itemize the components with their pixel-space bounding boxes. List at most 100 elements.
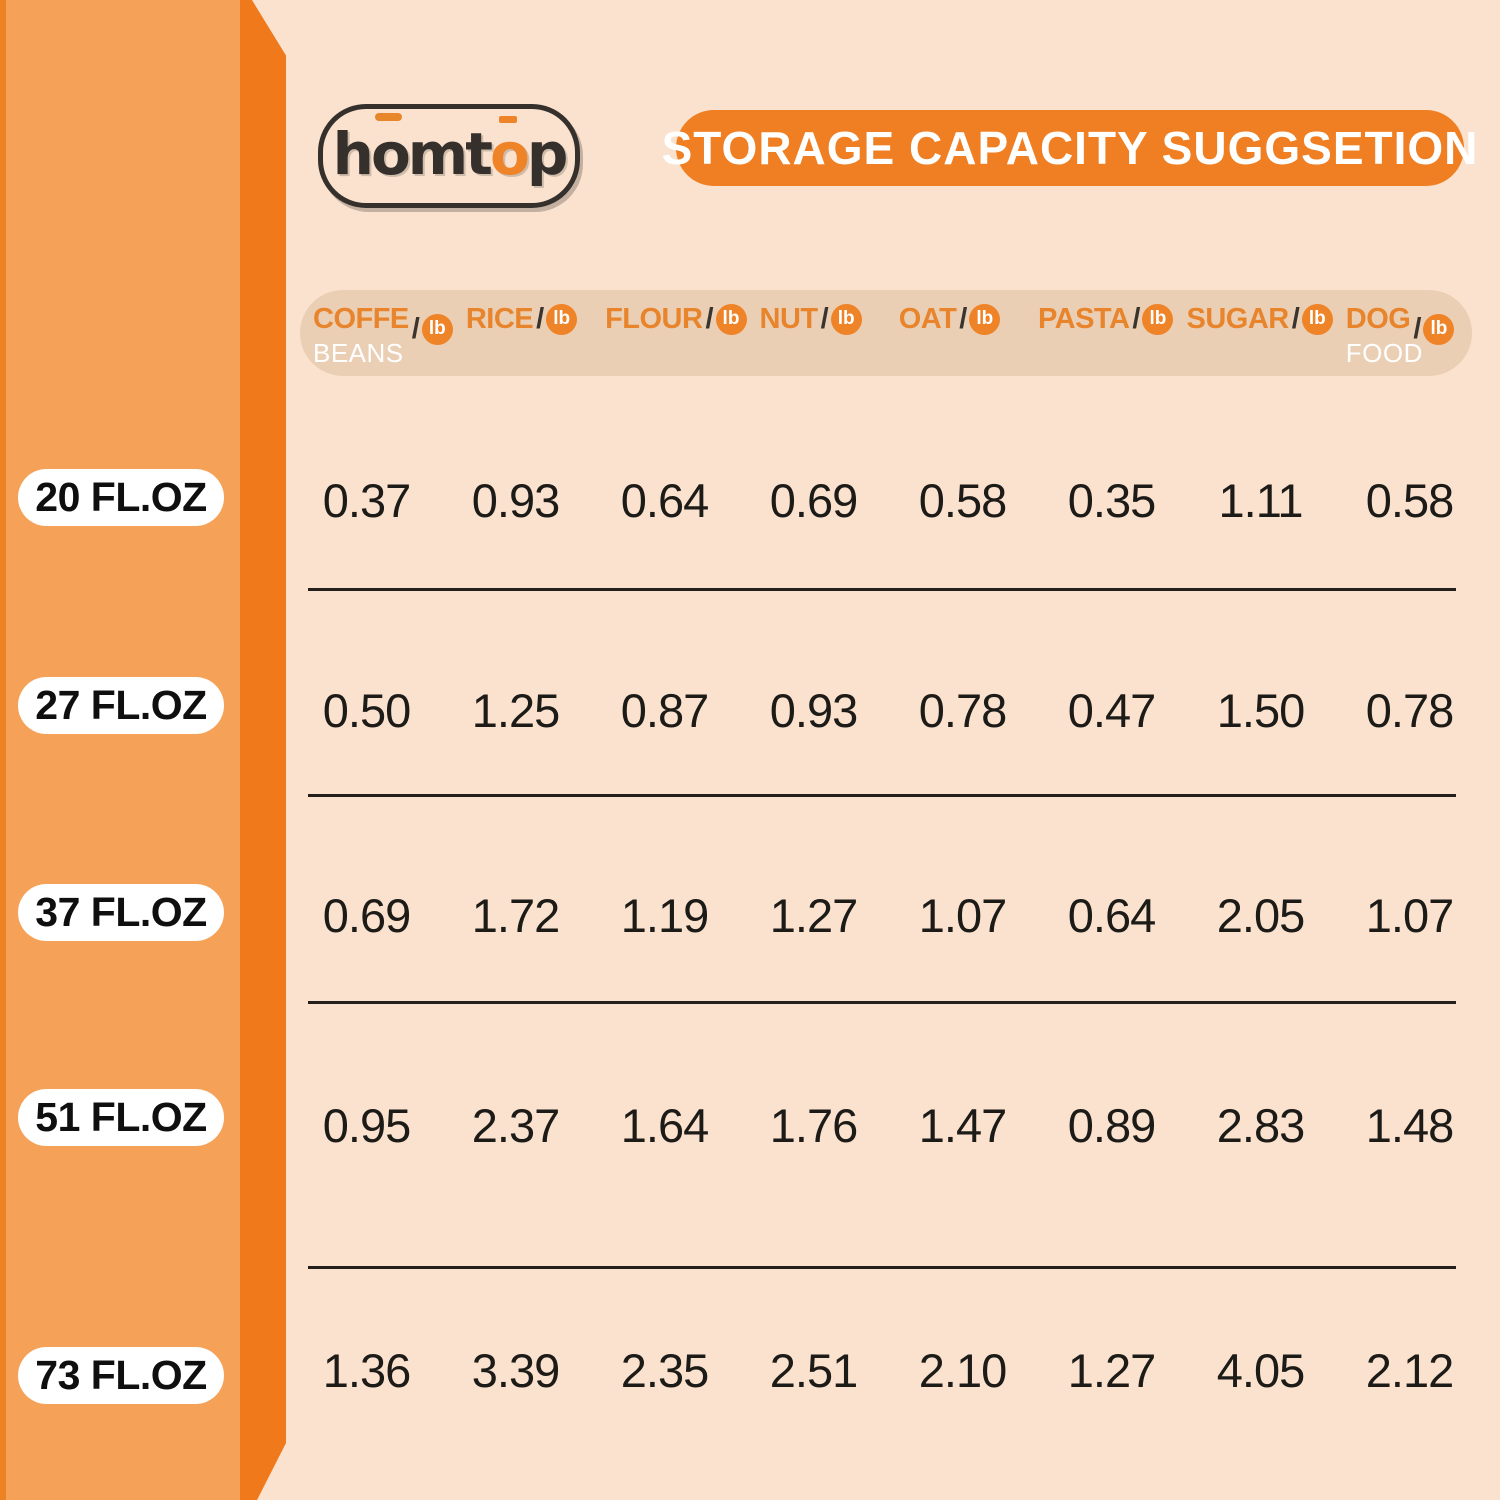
slash-separator: /: [705, 302, 714, 335]
table-row: 1.36 3.39 2.35 2.51 2.10 1.27 4.05 2.12: [292, 1340, 1484, 1400]
value-cell: 0.69: [322, 888, 411, 942]
unit-group: / lb: [818, 303, 862, 336]
column-title: OAT / lb: [899, 303, 1025, 335]
value-cell: 2.37: [471, 1098, 560, 1152]
value-cell: 2.05: [1216, 888, 1305, 942]
column-title: FLOUR / lb: [605, 302, 747, 336]
column-title: NUT / lb: [760, 303, 886, 335]
value-cell: 1.36: [322, 1343, 411, 1397]
value-cell: 1.50: [1216, 683, 1305, 737]
value-cell: 0.35: [1067, 473, 1156, 527]
logo-letters: mt: [407, 120, 493, 188]
column-label: NUT: [759, 302, 819, 335]
slash-separator: /: [820, 302, 829, 335]
logo-letter: h: [332, 120, 374, 188]
value-cell: 0.89: [1067, 1098, 1156, 1152]
unit-group: / lb: [702, 302, 747, 336]
column-sublabel: BEANS: [313, 338, 404, 368]
value-cell: 1.64: [620, 1098, 709, 1152]
slash-separator: /: [959, 302, 968, 335]
value-cell: 1.07: [1365, 888, 1454, 942]
value-cell: 4.05: [1216, 1343, 1305, 1397]
column-label: OAT: [898, 302, 957, 335]
lb-badge-icon: lb: [1301, 303, 1333, 335]
value-cell: 1.25: [471, 683, 560, 737]
column-label: RICE: [465, 302, 534, 335]
value-cell: 1.47: [918, 1098, 1007, 1152]
value-cell: 0.50: [322, 683, 411, 737]
column-header-oat: OAT / lb: [886, 290, 1025, 376]
table-row: 0.50 1.25 0.87 0.93 0.78 0.47 1.50 0.78: [292, 680, 1484, 740]
row-separator-line: [308, 1266, 1456, 1269]
brand-logo-text: h o mt o p: [332, 113, 568, 188]
logo-letter: p: [526, 120, 568, 188]
value-cell: 1.27: [1067, 1343, 1156, 1397]
title-banner: STORAGE CAPACITY SUGGSETION: [662, 110, 1477, 186]
table-row: 0.95 2.37 1.64 1.76 1.47 0.89 2.83 1.48: [292, 1095, 1484, 1155]
value-cell: 2.10: [918, 1343, 1007, 1397]
column-header-flour: FLOUR / lb: [592, 290, 747, 376]
column-header-nut: NUT / lb: [747, 290, 886, 376]
slash-separator: /: [1413, 312, 1422, 345]
row-label-27-floz: 27 FL.OZ: [18, 677, 224, 734]
column-title: SUGAR / lb: [1186, 302, 1333, 336]
value-cell: 0.64: [620, 473, 709, 527]
lb-badge-icon: lb: [969, 303, 1001, 335]
unit-group: / lb: [1129, 302, 1174, 336]
value-cell: 0.37: [322, 473, 411, 527]
page-fold-strip: [240, 0, 286, 1500]
slash-separator: /: [411, 312, 420, 345]
column-header-sugar: SUGAR / lb: [1173, 290, 1333, 376]
value-cell: 0.69: [769, 473, 858, 527]
value-cell: 2.83: [1216, 1098, 1305, 1152]
row-separator-line: [308, 588, 1456, 591]
lb-badge-icon: lb: [715, 303, 747, 335]
left-edge-stripe: [0, 0, 6, 1500]
logo-letter-o-macron: o: [370, 113, 411, 188]
unit-group: / lb: [1289, 303, 1333, 336]
table-row: 0.37 0.93 0.64 0.69 0.58 0.35 1.11 0.58: [292, 470, 1484, 530]
column-label: SUGAR: [1186, 302, 1289, 335]
value-cell: 2.35: [620, 1343, 709, 1397]
unit-group: / lb: [956, 302, 1001, 336]
row-label-20-floz: 20 FL.OZ: [18, 469, 224, 526]
left-orange-band: [0, 0, 240, 1500]
value-cell: 1.76: [769, 1098, 858, 1152]
value-cell: 0.95: [322, 1098, 411, 1152]
column-label: DOG: [1345, 302, 1411, 335]
lb-badge-icon: lb: [830, 303, 862, 335]
column-title: COFFE / lb: [313, 302, 453, 345]
table-header-row: COFFE / lb BEANS RICE / lb FLOUR / lb NUT / lb O…: [300, 290, 1472, 376]
lb-badge-icon: lb: [1423, 313, 1455, 345]
row-label-51-floz: 51 FL.OZ: [18, 1089, 224, 1146]
column-header-pasta: PASTA / lb: [1025, 290, 1174, 376]
unit-group: / lb: [409, 313, 453, 346]
value-cell: 0.64: [1067, 888, 1156, 942]
table-row: 0.69 1.72 1.19 1.27 1.07 0.64 2.05 1.07: [292, 885, 1484, 945]
brand-logo: h o mt o p: [318, 104, 580, 208]
column-title: DOG / lb: [1345, 302, 1472, 345]
value-cell: 0.93: [471, 473, 560, 527]
column-label: PASTA: [1037, 302, 1130, 335]
value-cell: 2.51: [769, 1343, 858, 1397]
value-cell: 1.48: [1365, 1098, 1454, 1152]
slash-separator: /: [1132, 302, 1141, 335]
value-cell: 0.78: [1365, 683, 1454, 737]
slash-separator: /: [1291, 302, 1300, 335]
slash-separator: /: [536, 302, 545, 335]
column-title: RICE / lb: [466, 303, 592, 335]
unit-group: / lb: [1410, 312, 1455, 346]
column-sublabel: FOOD: [1345, 338, 1423, 368]
lb-badge-icon: lb: [546, 303, 578, 335]
value-cell: 2.12: [1365, 1343, 1454, 1397]
value-cell: 1.72: [471, 888, 560, 942]
column-label: COFFE: [313, 302, 409, 335]
value-cell: 0.93: [769, 683, 858, 737]
lb-badge-icon: lb: [1142, 303, 1174, 335]
value-cell: 1.07: [918, 888, 1007, 942]
column-header-dog-food: DOG / lb FOOD: [1333, 290, 1472, 376]
column-header-rice: RICE / lb: [453, 290, 592, 376]
value-cell: 1.19: [620, 888, 709, 942]
page-title: STORAGE CAPACITY SUGGSETION: [661, 122, 1479, 174]
